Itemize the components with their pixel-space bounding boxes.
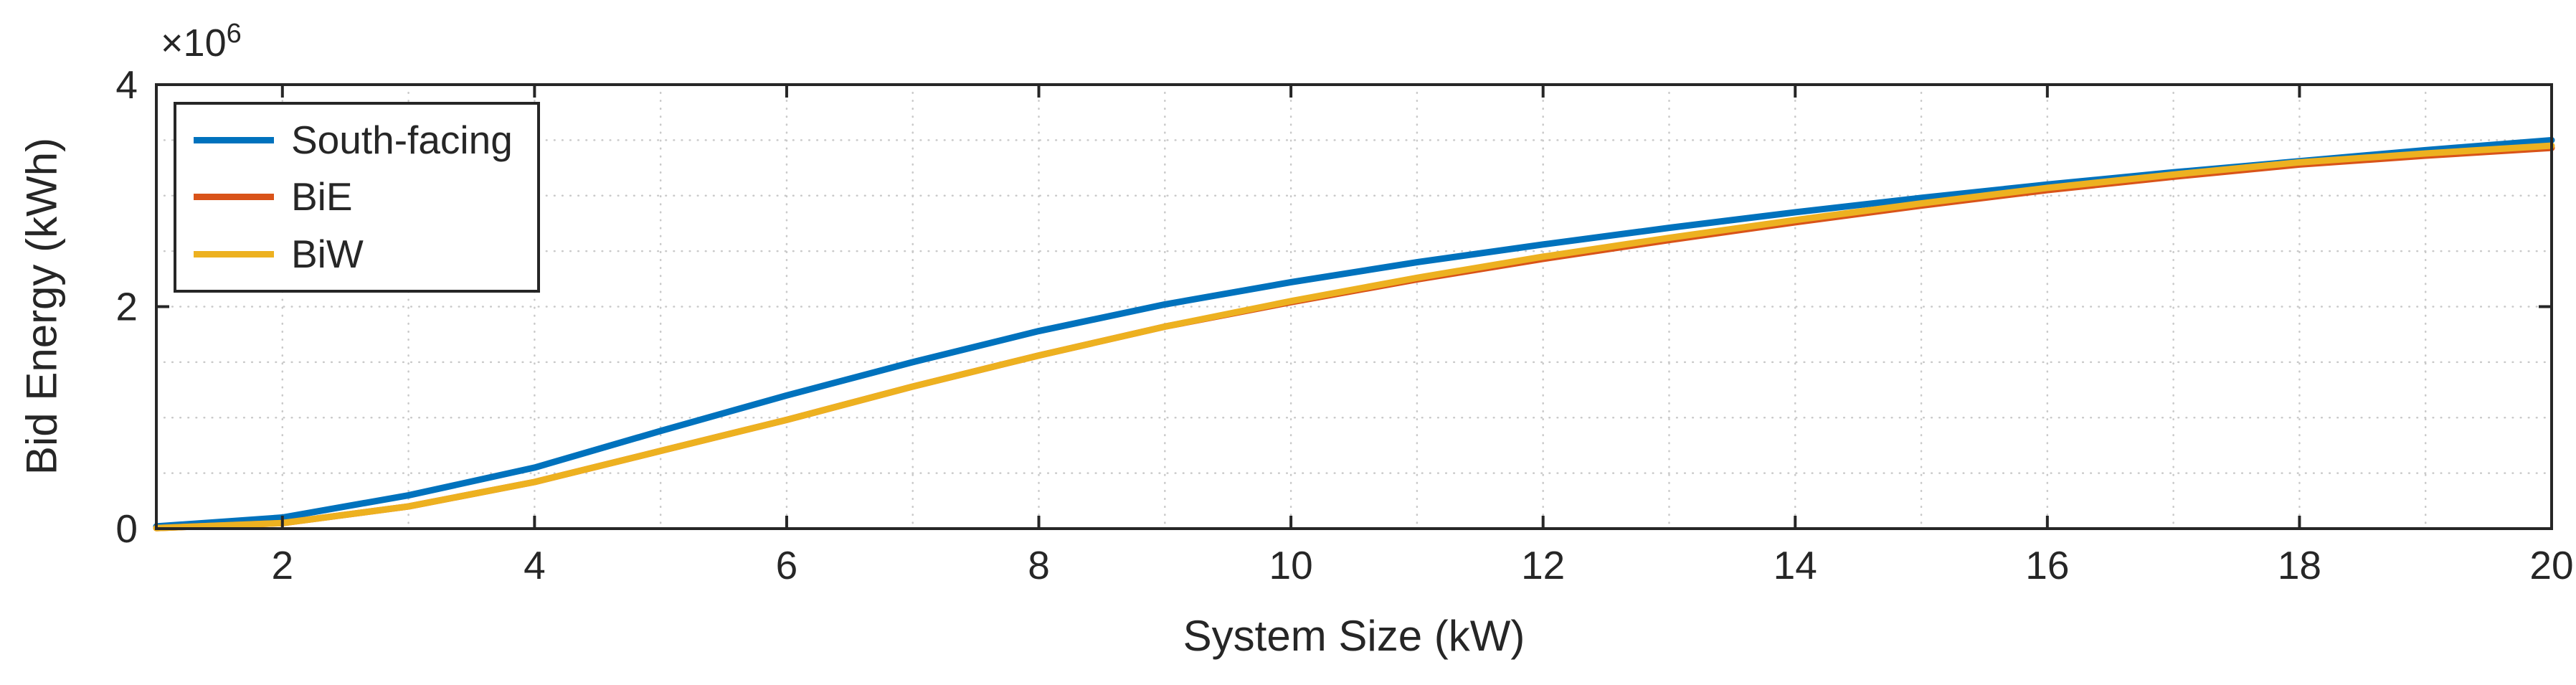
x-tick-label: 18 bbox=[2278, 543, 2321, 587]
y-axis-multiplier-base: ×10 bbox=[161, 22, 227, 65]
x-tick-label: 4 bbox=[524, 543, 546, 587]
y-tick-label: 2 bbox=[115, 285, 138, 329]
legend-label-biw: BiW bbox=[291, 231, 364, 276]
legend-line-south-facing bbox=[194, 137, 274, 144]
x-tick-label: 6 bbox=[776, 543, 798, 587]
x-axis-label: System Size (kW) bbox=[1183, 612, 1525, 660]
x-tick-label: 14 bbox=[1774, 543, 1817, 587]
y-tick-label: 0 bbox=[115, 506, 138, 551]
x-tick-label: 16 bbox=[2025, 543, 2069, 587]
y-axis-multiplier-exponent: 6 bbox=[226, 19, 242, 49]
y-tick-label: 4 bbox=[115, 62, 138, 107]
x-tick-label: 20 bbox=[2529, 543, 2573, 587]
tick-marks bbox=[156, 83, 2553, 530]
x-tick-label: 10 bbox=[1269, 543, 1313, 587]
series-line-biw bbox=[153, 142, 2555, 532]
legend-label-south-facing: South-facing bbox=[291, 118, 513, 162]
legend-item-biw[interactable]: BiW bbox=[194, 232, 513, 277]
y-axis-label: Bid Energy (kWh) bbox=[17, 137, 66, 476]
tick-labels: 2 4 6 8 10 12 14 16 18 20 0 2 4 bbox=[115, 62, 2573, 587]
y-axis-multiplier: ×106 bbox=[161, 19, 242, 65]
legend[interactable]: South-facing BiE BiW bbox=[174, 102, 540, 293]
legend-line-bie bbox=[194, 194, 274, 201]
x-tick-label: 12 bbox=[1521, 543, 1565, 587]
legend-label-bie: BiE bbox=[291, 174, 353, 219]
legend-item-bie[interactable]: BiE bbox=[194, 174, 513, 219]
grid-lines bbox=[155, 83, 2553, 530]
x-tick-label: 2 bbox=[271, 543, 293, 587]
legend-item-south-facing[interactable]: South-facing bbox=[194, 118, 513, 163]
x-tick-label: 8 bbox=[1028, 543, 1050, 587]
legend-line-biw bbox=[194, 250, 274, 258]
